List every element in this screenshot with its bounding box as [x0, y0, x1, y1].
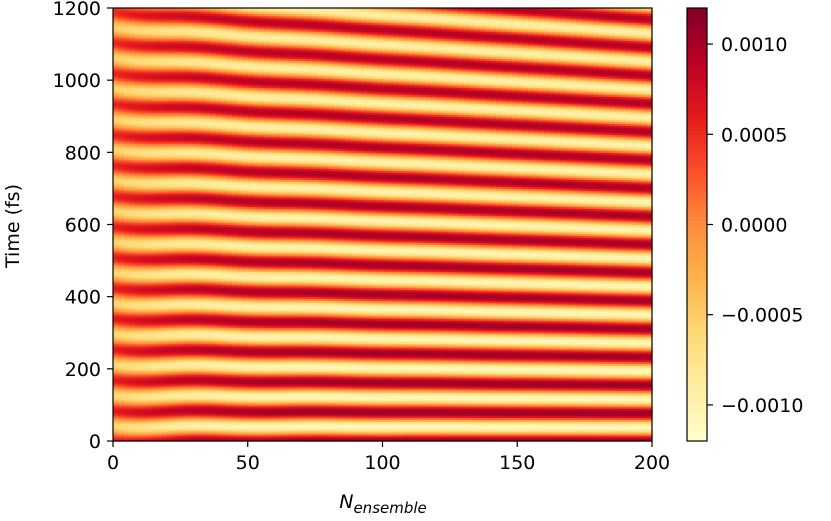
heatmap-cells [113, 8, 653, 442]
